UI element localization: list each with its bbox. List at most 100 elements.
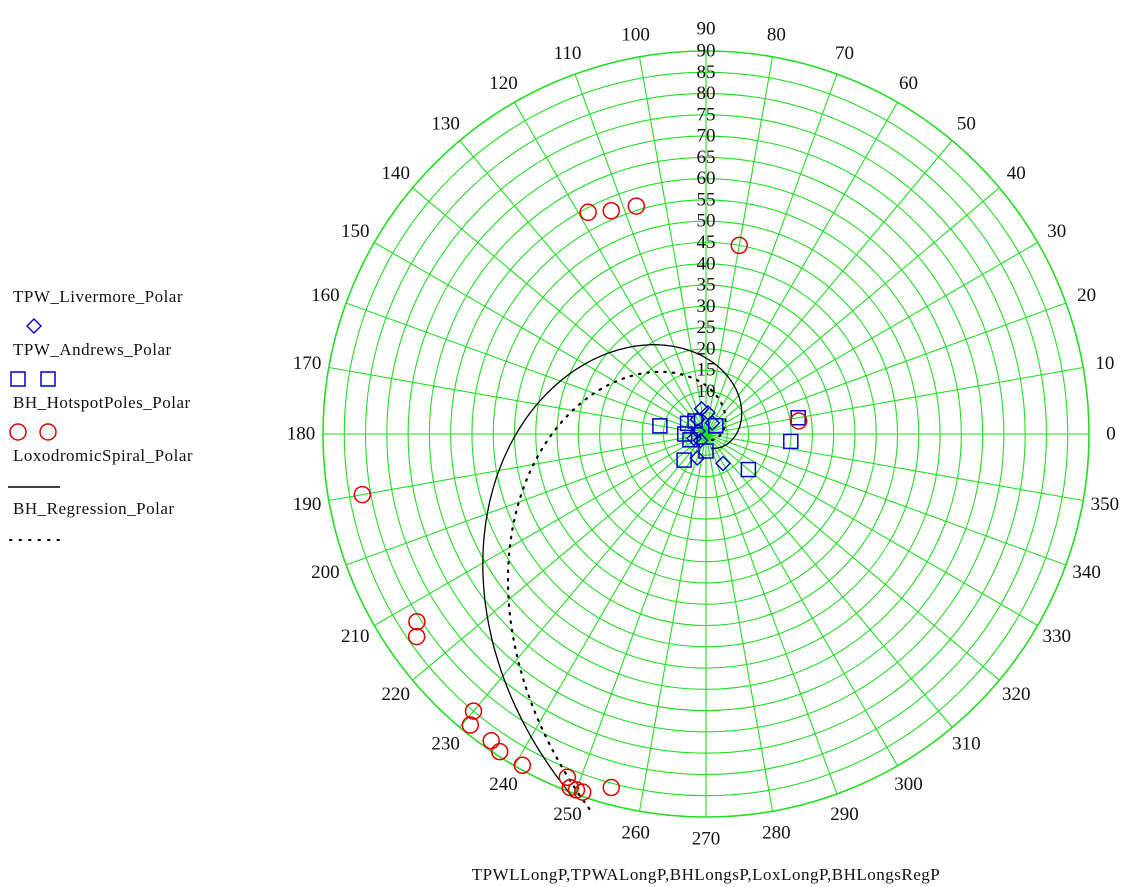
- legend-square-marker: [40, 371, 56, 387]
- angle-tick-label: 340: [1072, 562, 1101, 583]
- square-marker: [708, 418, 724, 434]
- grid-spoke: [328, 433, 707, 502]
- grid-spoke: [514, 433, 707, 766]
- legend-square-marker: [10, 371, 26, 387]
- grid-spoke: [705, 433, 953, 728]
- legend-entry-label: BH_HotspotPoles_Polar: [13, 393, 191, 412]
- angle-tick-label: 220: [382, 684, 411, 705]
- legend-entry-label: BH_Regression_Polar: [13, 499, 175, 518]
- grid-spoke: [705, 433, 1038, 626]
- grid-spoke: [705, 56, 774, 435]
- grid-spoke: [638, 56, 707, 435]
- square-marker: [783, 433, 799, 450]
- angle-tick-label: 140: [382, 163, 411, 184]
- grid-spoke: [705, 433, 774, 812]
- circle-marker: [461, 716, 480, 734]
- angle-tick-label: 40: [1007, 163, 1026, 184]
- angle-tick-labels: 0 10 20 30 40 50 60 70 80 90 100 110 120 130 140 150 160…: [287, 19, 1119, 850]
- series-markers: [353, 197, 1132, 887]
- angle-tick-label: 60: [899, 73, 918, 94]
- grid-spoke: [705, 433, 1084, 502]
- grid-spoke: [705, 242, 1038, 435]
- angle-tick-label: 20: [1077, 285, 1096, 306]
- circle-marker: [730, 236, 749, 255]
- grid-spoke: [638, 433, 707, 812]
- diamond-marker: [715, 455, 732, 472]
- legend-entry-label: TPW_Livermore_Polar: [13, 287, 183, 306]
- legend-diamond-marker: [26, 318, 42, 334]
- angle-tick-label: 0: [1106, 424, 1116, 445]
- grid-spoke: [459, 433, 707, 728]
- grid-spoke: [705, 433, 838, 795]
- square-marker: [740, 461, 757, 478]
- radial-tick-label: 50: [697, 211, 716, 232]
- polar-grid: [322, 50, 1090, 818]
- angle-tick-label: 150: [341, 221, 370, 242]
- angle-tick-label: 240: [489, 774, 518, 795]
- radial-tick-label: 30: [697, 296, 716, 317]
- grid-spoke: [328, 366, 707, 435]
- legend-entry-label: LoxodromicSpiral_Polar: [13, 446, 193, 465]
- radial-tick-label: 90: [697, 41, 716, 62]
- grid-spoke: [574, 433, 707, 795]
- angle-tick-label: 30: [1047, 221, 1066, 242]
- angle-tick-label: 80: [767, 25, 786, 46]
- radial-tick-label: 75: [697, 104, 716, 125]
- circle-marker: [579, 203, 597, 222]
- grid-spoke: [705, 140, 953, 435]
- square-marker: [698, 443, 714, 459]
- angle-tick-label: 160: [311, 285, 340, 306]
- radial-tick-label: 25: [697, 317, 716, 338]
- bh-regression-curve: [506, 370, 727, 813]
- square-marker: [682, 432, 698, 448]
- grid-spoke: [412, 433, 707, 681]
- angle-tick-label: 110: [554, 43, 582, 64]
- angle-tick-label: 170: [293, 353, 322, 374]
- circle-marker: [627, 197, 646, 215]
- radial-tick-label: 35: [697, 275, 716, 296]
- legend: TPW_Livermore_Polar TPW_Andrews_Polar BH_H…: [8, 287, 193, 541]
- circle-marker: [353, 485, 372, 504]
- angle-tick-label: 200: [311, 562, 340, 583]
- angle-tick-label: 300: [894, 774, 923, 795]
- angle-tick-label: 280: [762, 822, 791, 843]
- circle-marker: [482, 732, 500, 750]
- angle-tick-label: 210: [341, 626, 370, 647]
- diamond-marker: [690, 423, 706, 440]
- angle-tick-label: 190: [293, 494, 322, 515]
- circle-marker: [602, 778, 621, 797]
- angle-tick-label: 270: [692, 829, 721, 850]
- angle-tick-label: 320: [1002, 684, 1031, 705]
- angle-tick-label: 100: [621, 25, 650, 46]
- circle-marker: [558, 768, 577, 787]
- circle-marker: [789, 412, 808, 430]
- angle-tick-label: 130: [431, 113, 460, 134]
- angle-tick-label: 70: [835, 43, 854, 64]
- angle-tick-label: 330: [1042, 626, 1071, 647]
- circle-marker: [513, 756, 532, 775]
- radial-tick-label: 55: [697, 189, 716, 210]
- legend-circle-marker: [39, 423, 57, 441]
- radial-tick-label: 45: [697, 232, 716, 253]
- diamond-marker: [689, 450, 706, 466]
- grid-spoke: [705, 433, 1067, 566]
- circle-marker: [490, 742, 509, 761]
- radial-tick-label: 85: [697, 62, 716, 83]
- circle-marker: [567, 781, 586, 799]
- diamond-marker: [704, 414, 721, 431]
- x-axis-title: TPWLLongP,TPWALongP,BHLongsP,LoxLongP,BH…: [472, 865, 940, 884]
- angle-tick-label: 120: [489, 73, 518, 94]
- radial-tick-label: 15: [697, 360, 716, 381]
- grid-spoke: [705, 187, 1000, 435]
- circle-marker: [408, 612, 426, 631]
- radial-tick-label: 80: [697, 83, 716, 104]
- grid-spoke: [412, 187, 707, 435]
- legend-entry-label: TPW_Andrews_Polar: [13, 340, 172, 359]
- grid-spoke: [345, 302, 707, 435]
- angle-tick-label: 260: [621, 822, 650, 843]
- circle-marker: [1116, 874, 1132, 887]
- grid-spoke: [514, 102, 707, 435]
- bh-regression-outer-curve: [852, 827, 1136, 856]
